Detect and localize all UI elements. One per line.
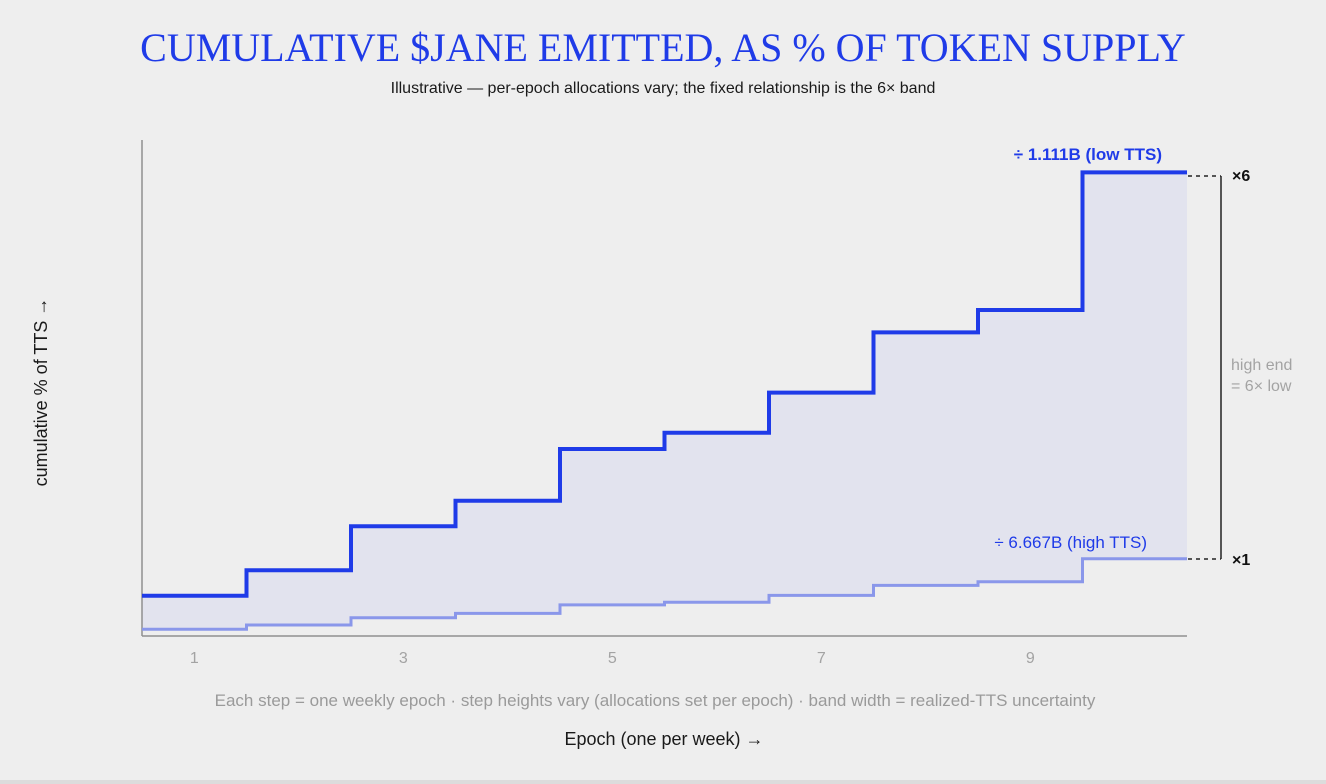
bottom-border <box>0 780 1326 784</box>
chart-caption: Each step = one weekly epoch · step heig… <box>215 691 1096 710</box>
x-tick-label: 7 <box>817 650 826 667</box>
series-high-tts-label: ÷ 6.667B (high TTS) <box>994 533 1147 552</box>
multiplier-low-label: ×1 <box>1232 552 1250 569</box>
band-note-line-1: high end <box>1231 357 1292 374</box>
band-area <box>142 172 1187 630</box>
x-tick-label: 3 <box>399 650 408 667</box>
multiplier-high-label: ×6 <box>1232 168 1250 185</box>
series-high-tts-line <box>142 557 1187 631</box>
x-tick-labels: 1 3 5 7 9 <box>190 650 1035 667</box>
band-note-line-2: = 6× low <box>1231 378 1292 395</box>
x-axis-label: Epoch (one per week) → <box>564 729 763 749</box>
x-tick-label: 1 <box>190 650 199 667</box>
x-tick-label: 9 <box>1026 650 1035 667</box>
x-tick-label: 5 <box>608 650 617 667</box>
chart-title: CUMULATIVE $JANE EMITTED, AS % OF TOKEN … <box>140 25 1186 70</box>
series-low-tts-label: ÷ 1.111B (low TTS) <box>1014 145 1162 164</box>
chart-subtitle: Illustrative — per-epoch allocations var… <box>390 80 936 97</box>
y-axis-label: cumulative % of TTS → <box>31 298 51 487</box>
series-low-tts-line <box>142 170 1187 598</box>
